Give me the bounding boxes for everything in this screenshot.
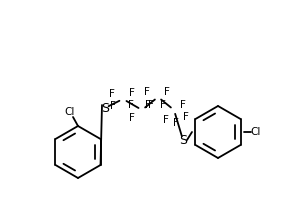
- Text: F: F: [160, 100, 166, 110]
- Text: F: F: [183, 112, 189, 122]
- Text: F: F: [110, 101, 116, 111]
- Text: F: F: [148, 100, 154, 110]
- Text: Cl: Cl: [251, 127, 261, 137]
- Text: F: F: [128, 100, 134, 110]
- Text: F: F: [173, 118, 179, 128]
- Text: Cl: Cl: [65, 107, 75, 117]
- Text: F: F: [109, 89, 115, 99]
- Text: F: F: [163, 115, 169, 125]
- Text: S: S: [101, 101, 109, 114]
- Text: F: F: [129, 113, 135, 123]
- Text: F: F: [144, 87, 150, 97]
- Text: S: S: [179, 134, 187, 147]
- Text: F: F: [129, 88, 135, 98]
- Text: F: F: [164, 87, 170, 97]
- Text: F: F: [180, 100, 186, 110]
- Text: F: F: [145, 100, 151, 110]
